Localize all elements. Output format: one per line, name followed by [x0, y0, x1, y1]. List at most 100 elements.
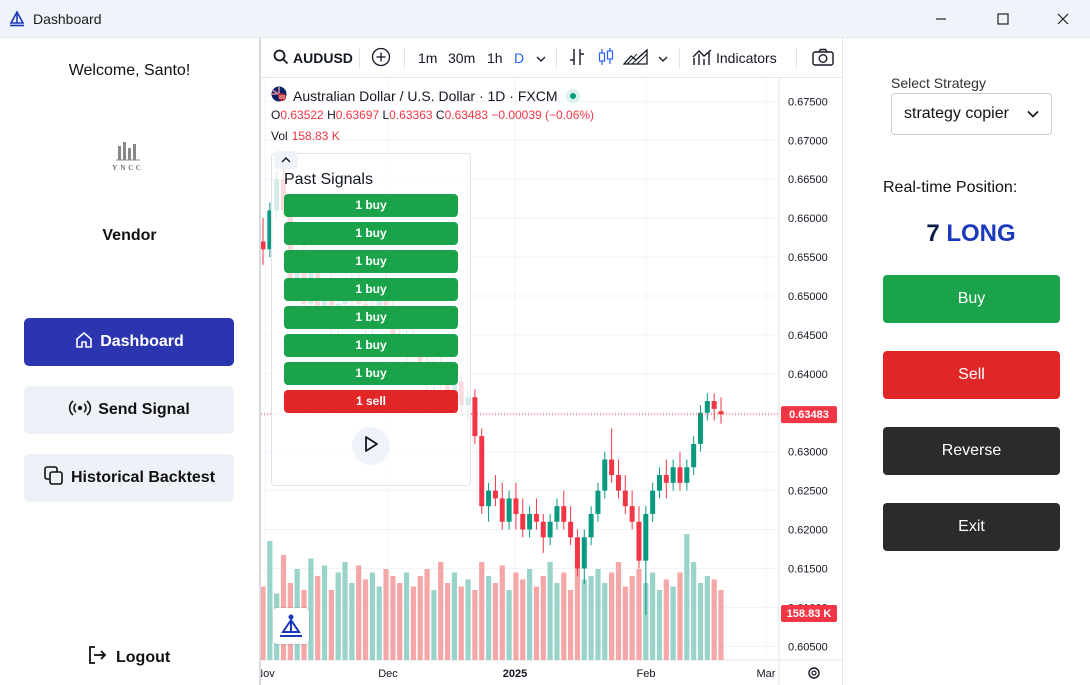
volume-bar [581, 579, 587, 660]
candle-body [506, 498, 512, 522]
chart-type-candles-button[interactable] [597, 38, 615, 78]
volume-bar [472, 590, 478, 660]
exit-button[interactable]: Exit [883, 503, 1060, 551]
volume-bar [513, 572, 519, 660]
candle-body [677, 467, 683, 483]
search-icon [273, 49, 289, 68]
candle-body [595, 490, 601, 514]
candle-body [574, 537, 580, 569]
candle-body [568, 521, 574, 538]
close-button[interactable] [1040, 0, 1086, 38]
reverse-button[interactable]: Reverse [883, 427, 1060, 475]
volume-bar [451, 572, 458, 660]
bar-replay-button[interactable] [568, 38, 586, 78]
candle-body [711, 401, 717, 409]
candle-body [704, 401, 710, 413]
indicators-button[interactable]: Indicators [692, 38, 777, 78]
volume-bar [349, 583, 355, 660]
volume-bar [444, 583, 451, 660]
last-volume-badge [781, 605, 837, 622]
volume-bar [335, 572, 341, 660]
candle-body [629, 506, 635, 522]
interval-30m-button[interactable]: 30m [448, 38, 475, 78]
candle-body [267, 210, 273, 250]
volume-label: Vol [271, 129, 288, 143]
signal-item[interactable]: 1 buy [284, 306, 458, 329]
volume-bar [568, 590, 574, 660]
volume-bar [438, 562, 444, 660]
candle-body [684, 467, 690, 483]
price-tick-label: 0.60500 [788, 641, 828, 653]
strategy-label: Select Strategy [891, 75, 986, 91]
signal-item[interactable]: 1 buy [284, 222, 458, 245]
signal-item[interactable]: 1 buy [284, 362, 458, 385]
minimize-button[interactable] [918, 0, 964, 38]
compare-symbol-button[interactable] [371, 38, 391, 78]
interval-dropdown-button[interactable] [536, 38, 546, 78]
nav-dashboard-button[interactable]: Dashboard [24, 318, 234, 366]
volume-bar [280, 555, 287, 660]
nav-send-signal-button[interactable]: Send Signal [24, 386, 234, 434]
candle-body [499, 498, 505, 522]
chart-type-dropdown-button[interactable] [658, 38, 668, 78]
volume-bar [650, 572, 656, 660]
chevron-down-icon [536, 50, 546, 66]
settings-gear-center [811, 670, 817, 676]
price-change: −0.00039 (−0.06%) [491, 108, 595, 122]
signal-item[interactable]: 1 buy [284, 194, 458, 217]
price-tick-label: 0.67500 [788, 96, 828, 108]
indicators-label: Indicators [716, 50, 777, 66]
strategy-select[interactable]: strategy copier [891, 93, 1052, 135]
play-button[interactable] [352, 427, 390, 465]
price-tick-label: 0.67000 [788, 135, 828, 147]
symbol-search-button[interactable]: AUDUSD [273, 38, 353, 78]
symbol-label: AUDUSD [293, 50, 353, 66]
nav-historical-backtest-button[interactable]: Historical Backtest [24, 454, 234, 502]
volume-bar [397, 583, 403, 660]
signal-item[interactable]: 1 sell [284, 390, 458, 413]
interval-d-button[interactable]: D [514, 38, 524, 78]
ohlc-legend: O0.63522 H0.63697 L0.63363 C0.63483 −0.0… [271, 108, 594, 122]
screenshot-button[interactable] [812, 38, 834, 78]
candle-body [561, 506, 567, 522]
volume-bar [383, 569, 389, 660]
sell-button[interactable]: Sell [883, 351, 1060, 399]
volume-bar [369, 572, 375, 660]
copy-icon [43, 465, 65, 492]
candle-body [609, 459, 615, 476]
signal-item[interactable]: 1 buy [284, 250, 458, 273]
volume-bar [554, 583, 560, 660]
ohlc-key: O [271, 108, 281, 122]
strategy-value: strategy copier [904, 105, 1009, 122]
candle-body [520, 513, 526, 530]
volume-bar [492, 583, 499, 660]
price-tick-label: 0.61500 [788, 563, 828, 575]
signal-item[interactable]: 1 buy [284, 334, 458, 357]
volume-bar [643, 583, 649, 660]
volume-bar [615, 562, 622, 660]
candle-body [492, 490, 498, 499]
market-open-indicator [565, 88, 580, 103]
volume-bar [390, 576, 396, 660]
time-tick-label: 2025 [503, 668, 527, 680]
buy-button[interactable]: Buy [883, 275, 1060, 323]
chart-panel[interactable]: 0.67500 0.67000 0.66500 0.66000 0.65500 0.650… [259, 38, 843, 685]
candle-body [691, 443, 697, 468]
volume-bar [308, 558, 314, 660]
volume-bar [704, 576, 710, 660]
chart-toolbar: AUDUSD 1m 30m 1h D Indi [261, 38, 842, 78]
signal-item[interactable]: 1 buy [284, 278, 458, 301]
collapse-panel-button[interactable] [274, 151, 298, 169]
flag-icon [271, 86, 287, 105]
logout-button[interactable]: Logout [86, 644, 170, 671]
volume-bar [595, 569, 601, 660]
ohlc-key: C [435, 108, 445, 122]
volume-bar [691, 562, 697, 660]
indicators-icon [692, 48, 712, 69]
interval-1h-button[interactable]: 1h [487, 38, 503, 78]
interval-1m-button[interactable]: 1m [418, 38, 437, 78]
volume-bar [588, 576, 594, 660]
candle-body [581, 537, 587, 569]
maximize-button[interactable] [980, 0, 1026, 38]
chart-type-area-button[interactable] [622, 38, 649, 78]
